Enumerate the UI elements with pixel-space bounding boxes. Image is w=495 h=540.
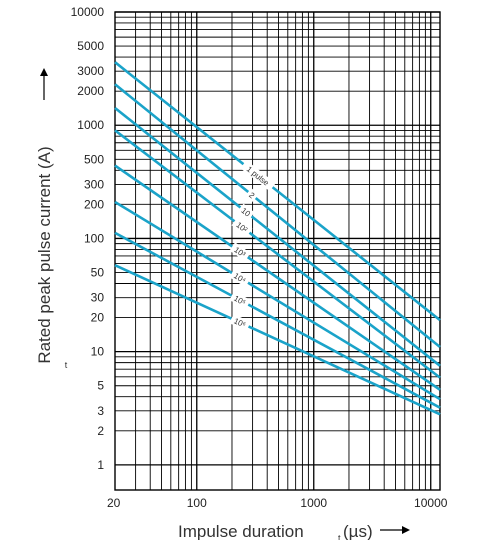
series-label-group: 10⁴: [229, 268, 251, 287]
series-label-bg: [231, 217, 253, 237]
x-axis-arrow: [380, 526, 410, 534]
series-label-bg: [229, 242, 251, 262]
y-tick-label: 5000: [77, 39, 104, 53]
series-label-group: 10⁵: [229, 291, 251, 309]
series-label-bg: [237, 203, 255, 221]
series-label-group: 10⁶: [229, 314, 251, 331]
series-line-5: [114, 164, 441, 391]
series-label-bg: [240, 160, 276, 192]
y-tick-label: 50: [91, 266, 105, 280]
y-tick-label: 300: [84, 177, 104, 191]
y-tick-label: 500: [84, 152, 104, 166]
series-line-2: [114, 83, 441, 349]
plot-frame: [114, 11, 441, 491]
series-label-group: 1 pulse: [240, 160, 276, 192]
y-tick-label: 3: [97, 404, 104, 418]
x-tick-label: 10000: [414, 496, 448, 510]
x-axis-symbol: t: [338, 533, 341, 540]
grid-lines: [114, 11, 441, 491]
y-axis-title: Rated peak pulse current (A): [35, 146, 54, 363]
tick-labels: 1 2 3 5 10 20 30 50 100 200 300 500 1000 2000 3000 5000…: [71, 5, 448, 510]
series-line-1: [114, 61, 441, 322]
series-line-4: [114, 129, 441, 379]
series-line-6: [114, 200, 441, 401]
series-line-7: [114, 231, 441, 409]
y-tick-label: 200: [84, 197, 104, 211]
x-tick-label: 100: [187, 496, 207, 510]
y-tick-label: 3000: [77, 64, 104, 78]
y-axis-symbol: t: [65, 360, 68, 370]
series-label-bg: [245, 188, 259, 202]
series-label: 2: [247, 190, 257, 200]
series-lines: [114, 61, 441, 416]
series-label-bg: [229, 268, 251, 287]
series-label-group: 2: [245, 188, 259, 202]
series-line-8: [114, 264, 441, 416]
y-axis-arrow: [40, 68, 48, 100]
y-tick-label: 1000: [77, 118, 104, 132]
y-tick-label: 30: [91, 291, 105, 305]
y-tick-label: 2000: [77, 84, 104, 98]
y-tick-label: 2: [97, 424, 104, 438]
y-tick-label: 1: [97, 458, 104, 472]
x-axis-unit: (µs): [343, 522, 373, 540]
series-label-bg: [229, 314, 251, 331]
y-tick-label: 10: [91, 345, 105, 359]
series-label-bg: [229, 291, 251, 309]
x-tick-label: 20: [107, 496, 121, 510]
y-tick-label: 20: [91, 311, 105, 325]
series-line-3: [114, 106, 441, 367]
x-tick-label: 1000: [300, 496, 327, 510]
y-tick-label: 5: [97, 379, 104, 393]
y-tick-label: 100: [84, 231, 104, 245]
x-axis-title: Impulse duration: [178, 522, 304, 540]
y-tick-label: 10000: [71, 5, 105, 19]
